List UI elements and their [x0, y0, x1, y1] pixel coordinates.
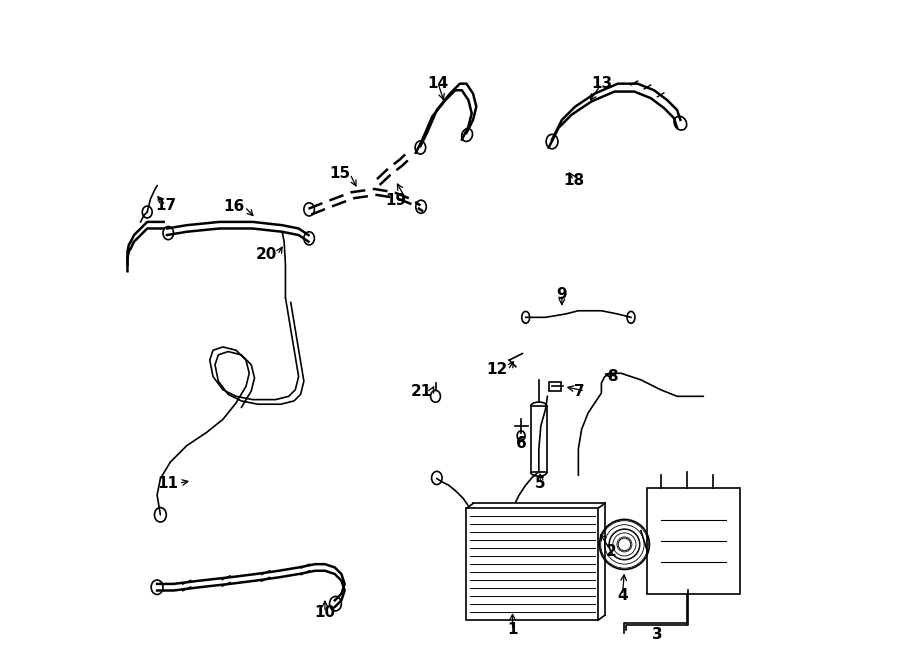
Text: 16: 16 — [223, 199, 245, 214]
Text: 2: 2 — [606, 543, 616, 559]
Text: 15: 15 — [328, 167, 350, 181]
Text: 6: 6 — [516, 436, 526, 451]
Text: 14: 14 — [428, 76, 449, 91]
Text: 3: 3 — [652, 627, 662, 642]
Text: 20: 20 — [256, 247, 277, 262]
Text: 1: 1 — [508, 623, 518, 637]
Text: 4: 4 — [617, 588, 628, 603]
Bar — [531, 407, 547, 472]
Text: 11: 11 — [158, 476, 179, 490]
Text: 21: 21 — [410, 383, 432, 399]
Text: 5: 5 — [535, 476, 545, 490]
Text: 13: 13 — [590, 76, 612, 91]
Text: 9: 9 — [556, 287, 567, 302]
Text: 8: 8 — [608, 369, 617, 384]
Text: 12: 12 — [487, 362, 508, 377]
Text: 19: 19 — [385, 192, 407, 208]
Text: 18: 18 — [563, 173, 584, 188]
Bar — [549, 382, 561, 391]
Text: 10: 10 — [314, 605, 336, 620]
Text: 7: 7 — [574, 383, 585, 399]
Text: 17: 17 — [155, 198, 176, 213]
